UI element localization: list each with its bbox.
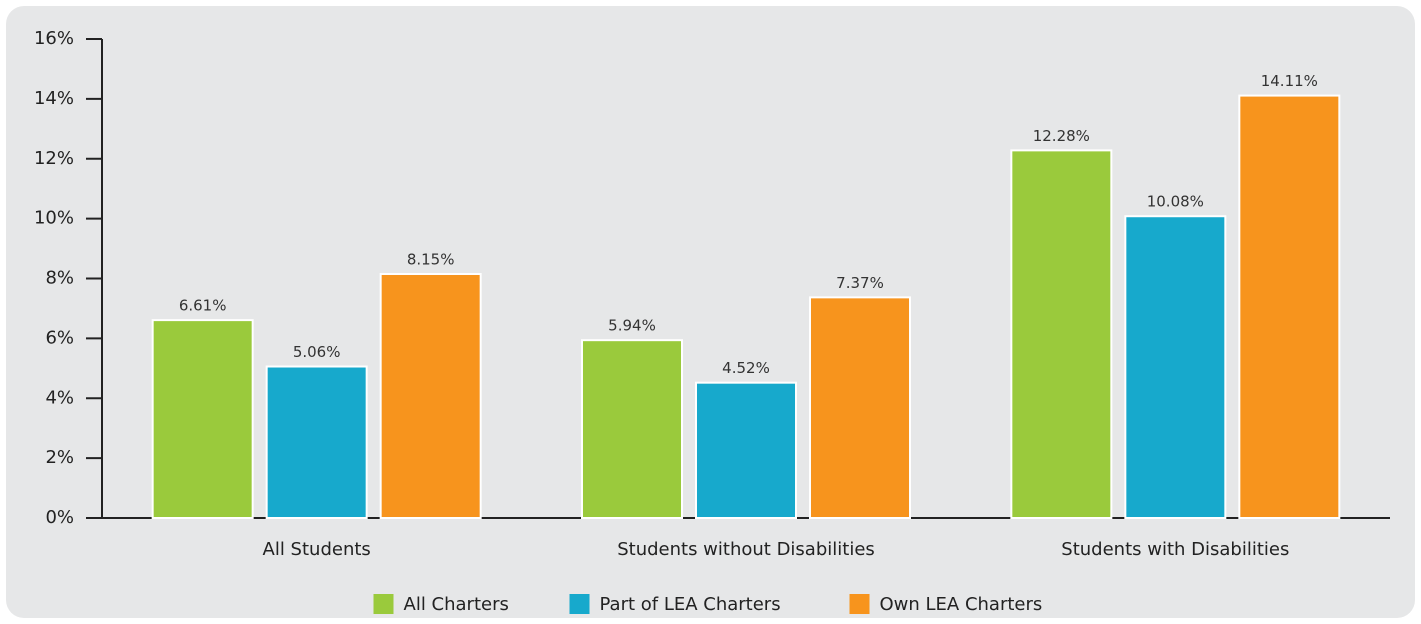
y-tick-label: 8% (45, 268, 74, 289)
value-label: 6.61% (179, 297, 227, 315)
x-tick-label: Students with Disabilities (1061, 539, 1289, 560)
x-tick-label: Students without Disabilities (617, 539, 875, 560)
value-label: 10.08% (1147, 193, 1204, 211)
value-label: 7.37% (836, 274, 884, 292)
bar (1124, 215, 1227, 519)
value-label: 5.94% (608, 317, 656, 335)
y-tick-label: 10% (34, 208, 74, 229)
x-tick-label: All Students (263, 539, 371, 560)
value-label: 5.06% (293, 343, 341, 361)
legend-label: All Charters (404, 594, 509, 615)
y-tick-label: 0% (45, 507, 74, 528)
bar (379, 273, 482, 519)
value-label: 8.15% (407, 251, 455, 269)
legend-swatch (373, 594, 394, 614)
legend-label: Own LEA Charters (880, 594, 1043, 615)
y-tick-label: 16% (34, 28, 74, 49)
bar (265, 365, 368, 519)
bar (151, 319, 254, 519)
legend-label: Part of LEA Charters (600, 594, 781, 615)
legend-swatch (849, 594, 870, 614)
bar (809, 296, 911, 519)
bar (695, 381, 797, 519)
bar (1010, 149, 1113, 519)
y-tick-label: 6% (45, 327, 74, 348)
y-tick-label: 2% (45, 447, 74, 468)
bar (1238, 94, 1341, 519)
value-label: 12.28% (1033, 127, 1090, 145)
y-tick-label: 12% (34, 148, 74, 169)
y-tick-label: 4% (45, 387, 74, 408)
bar (581, 339, 683, 520)
y-tick-label: 14% (34, 88, 74, 109)
legend-swatch (569, 594, 590, 614)
value-label: 14.11% (1261, 72, 1318, 90)
value-label: 4.52% (722, 359, 770, 377)
